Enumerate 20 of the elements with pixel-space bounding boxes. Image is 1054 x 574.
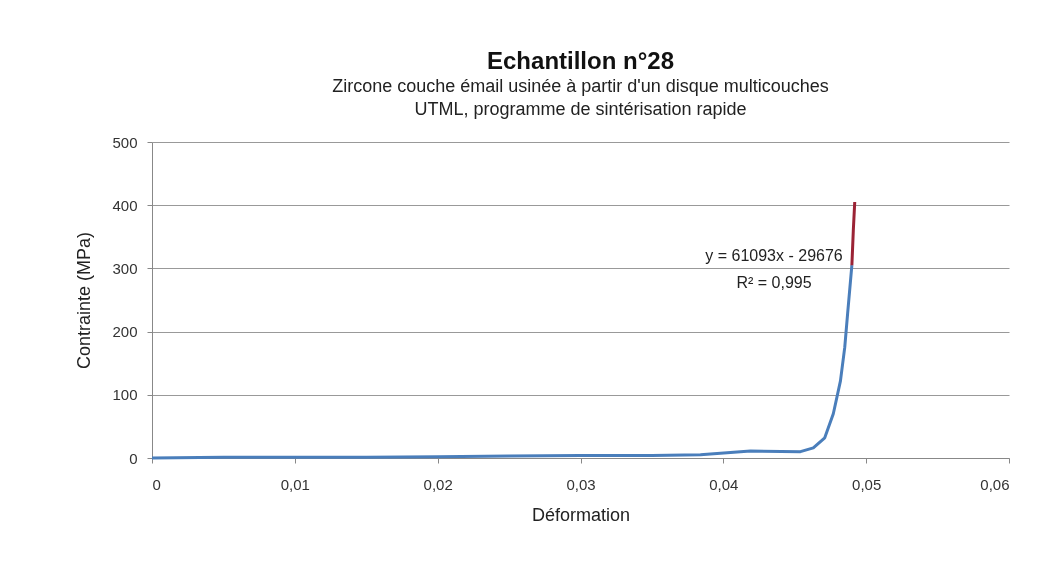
x-tick-label: 0 xyxy=(152,475,161,493)
y-tick-label: 300 xyxy=(112,259,138,277)
x-tick-label: 0,04 xyxy=(709,475,739,493)
x-tick-label: 0,03 xyxy=(566,475,596,493)
x-tick-label: 0,02 xyxy=(423,475,453,493)
x-axis-title: Déformation xyxy=(531,504,631,525)
x-tick-label: 0,06 xyxy=(980,475,1010,493)
line-series xyxy=(150,263,854,460)
annotation: R² = 0,995 xyxy=(736,274,812,291)
y-tick-label: 100 xyxy=(112,386,138,404)
y-axis-title: Contrainte (MPa) xyxy=(74,231,95,370)
chart-title: Echantillon n°28 xyxy=(487,47,674,74)
y-tick-label: 500 xyxy=(112,133,138,151)
chart-subtitle: Zircone couche émail usinée à partir d'un disque multicouches UTML, programme de sintérisation rapide xyxy=(332,76,829,119)
annotation: y = 61093x - 29676 xyxy=(705,247,843,264)
y-tick-label: 400 xyxy=(112,196,138,214)
y-tick-label: 0 xyxy=(129,449,138,467)
y-tick-label: 200 xyxy=(112,323,138,341)
x-tick-label: 0,01 xyxy=(280,475,310,493)
x-tick-label: 0,05 xyxy=(852,475,882,493)
